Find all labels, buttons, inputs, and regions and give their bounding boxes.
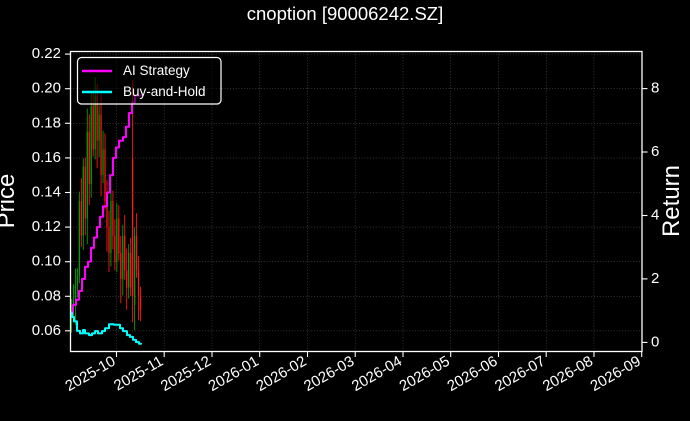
svg-text:0.14: 0.14 [32,184,61,201]
svg-text:Return: Return [658,165,685,237]
svg-text:0.10: 0.10 [32,253,61,270]
svg-text:cnoption [90006242.SZ]: cnoption [90006242.SZ] [247,3,443,24]
svg-text:Price: Price [0,174,20,229]
svg-text:0.08: 0.08 [32,287,61,304]
svg-text:AI Strategy: AI Strategy [123,63,190,78]
svg-text:Buy-and-Hold: Buy-and-Hold [123,84,206,99]
svg-text:6: 6 [651,143,659,160]
svg-text:0.20: 0.20 [32,80,61,97]
svg-text:2: 2 [651,270,659,287]
svg-text:0.16: 0.16 [32,149,61,166]
svg-text:8: 8 [651,80,659,97]
svg-text:0.12: 0.12 [32,218,61,235]
svg-text:0: 0 [651,333,659,350]
svg-text:0.06: 0.06 [32,322,61,339]
svg-text:0.18: 0.18 [32,114,61,131]
svg-text:0.22: 0.22 [32,45,61,62]
